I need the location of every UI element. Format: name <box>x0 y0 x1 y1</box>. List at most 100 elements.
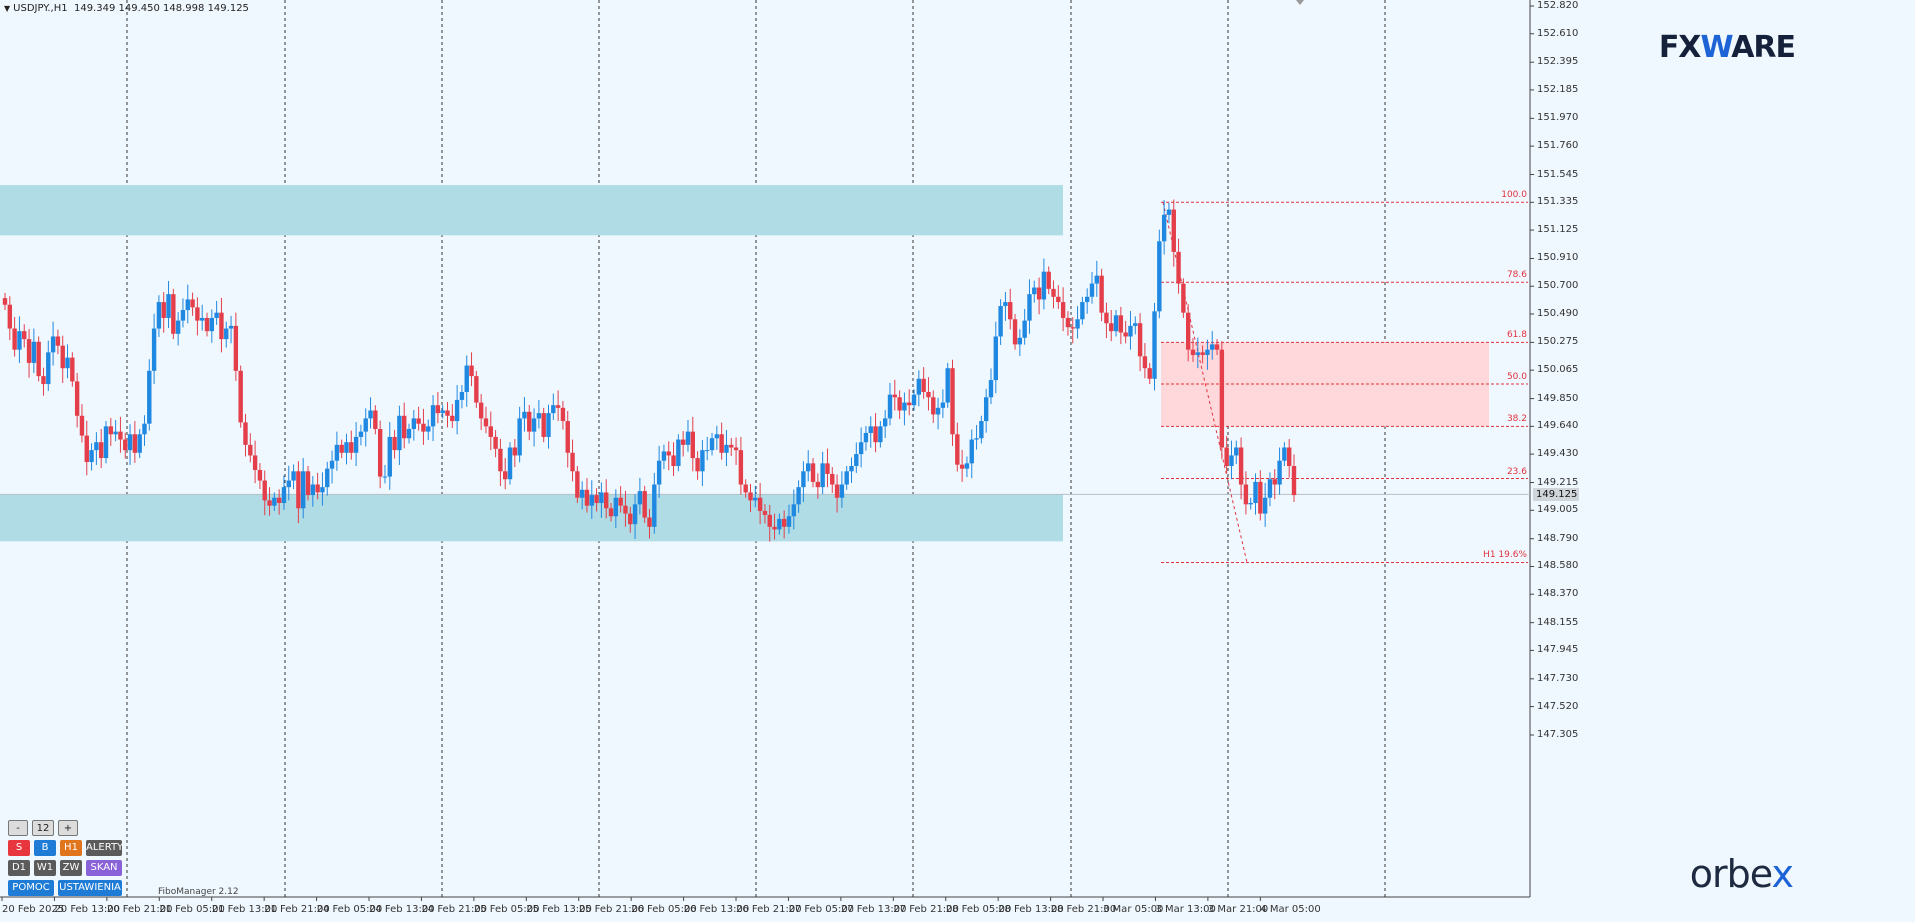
candle-body <box>151 328 157 371</box>
sell-button[interactable]: S <box>8 840 30 856</box>
price-tick-label: 148.580 <box>1537 560 1579 572</box>
candle-body <box>777 518 782 530</box>
candle-body <box>743 484 748 493</box>
price-tick-label: 149.430 <box>1537 448 1579 460</box>
candle-body <box>709 438 715 451</box>
fib-level-label: 50.0 <box>1506 372 1527 383</box>
candle-body <box>830 473 835 485</box>
candle-body <box>79 415 85 436</box>
candle-body <box>108 426 114 435</box>
timeframe-d1-button[interactable]: D1 <box>8 860 30 876</box>
candle-body <box>854 454 859 467</box>
buy-button[interactable]: B <box>34 840 56 856</box>
candle-body <box>1099 275 1104 313</box>
candle-body <box>911 394 917 406</box>
fib-level-label: 38.2 <box>1506 414 1527 425</box>
candle-body <box>983 397 989 422</box>
candle-body <box>680 439 686 445</box>
candle-body <box>969 439 974 464</box>
candle-body <box>705 450 710 452</box>
price-tick-label: 147.520 <box>1537 700 1579 712</box>
candle-body <box>940 402 946 408</box>
candle-body <box>887 394 893 419</box>
candle-body <box>801 471 806 488</box>
candle-body <box>402 415 407 439</box>
candle-body <box>17 331 22 350</box>
candle-body <box>1022 320 1027 338</box>
decrease-button[interactable]: - <box>8 820 28 836</box>
candle-body <box>1272 479 1277 485</box>
candle-body <box>1195 352 1201 355</box>
chart-shift-marker-icon[interactable] <box>1296 0 1304 5</box>
candle-body <box>613 497 619 517</box>
timeframe-h1-button[interactable]: H1 <box>60 840 82 856</box>
candle-body <box>786 516 792 527</box>
candle-body <box>1051 288 1056 297</box>
settings-button[interactable]: USTAWIENIA <box>58 880 122 896</box>
resistance-zone[interactable] <box>0 185 1063 236</box>
candle-body <box>147 370 152 424</box>
candle-body <box>671 455 676 467</box>
candle-body <box>1104 312 1109 324</box>
fib-level-label: 23.6 <box>1506 466 1527 477</box>
candle-body <box>493 436 498 449</box>
price-tick-label: 151.970 <box>1537 112 1579 124</box>
candle-body <box>661 451 667 461</box>
timeframe-w1-button[interactable]: W1 <box>34 860 56 876</box>
candle-body <box>113 431 118 435</box>
candle-body <box>421 423 426 432</box>
help-button[interactable]: POMOC <box>8 880 54 896</box>
scan-button[interactable]: SKAN <box>86 860 122 876</box>
candle-body <box>291 471 296 481</box>
candle-body <box>1046 271 1051 289</box>
candle-body <box>1065 317 1071 328</box>
fibonacci-zone[interactable] <box>1161 342 1489 427</box>
price-tick-label: 152.820 <box>1537 0 1579 11</box>
candle-body <box>12 328 17 350</box>
candle-body <box>281 487 287 504</box>
candle-body <box>753 497 758 501</box>
candle-body <box>729 444 734 448</box>
alerts-button[interactable]: ALERTY <box>86 840 123 856</box>
candle-body <box>897 397 902 411</box>
time-tick-label: 25 Feb 21:00 <box>578 904 645 915</box>
fib-level-label: 61.8 <box>1506 330 1527 341</box>
candle-body <box>1176 251 1181 284</box>
candle-body <box>931 397 936 415</box>
increase-button[interactable]: + <box>58 820 78 836</box>
candle-body <box>243 422 248 445</box>
time-tick-label: 28 Feb 05:00 <box>945 904 1012 915</box>
candle-body <box>1017 337 1023 345</box>
candle-body <box>719 434 724 453</box>
candle-body <box>1229 455 1234 467</box>
time-tick-label: 24 Feb 21:00 <box>421 904 488 915</box>
collapse-triangle-icon[interactable]: ▼ <box>4 4 11 13</box>
support-zone[interactable] <box>0 494 1063 542</box>
candle-body <box>570 452 575 472</box>
candle-body <box>180 310 186 321</box>
candle-body <box>685 431 691 445</box>
time-tick-label: 20 Feb 13:00 <box>54 904 121 915</box>
candle-body <box>565 421 570 453</box>
price-tick-label: 148.155 <box>1537 616 1579 628</box>
candle-body <box>1200 352 1205 355</box>
candle-body <box>825 463 830 474</box>
candle-body <box>935 407 941 415</box>
candle-body <box>1032 287 1037 295</box>
time-tick-label: 24 Feb 05:00 <box>316 904 383 915</box>
count-field[interactable]: 12 <box>32 820 54 836</box>
zw-button[interactable]: ZW <box>60 860 82 876</box>
candle-body <box>921 378 926 392</box>
candle-body <box>161 302 166 318</box>
candle-body <box>368 410 373 419</box>
symbol-header: ▼ USDJPY.,H1 149.349 149.450 148.998 149.… <box>4 3 249 14</box>
candle-body <box>1080 302 1085 320</box>
candle-body <box>858 442 864 455</box>
candle-body <box>1008 302 1013 320</box>
candle-body <box>950 368 955 435</box>
candle-body <box>690 431 695 459</box>
candle-body <box>1190 349 1196 355</box>
candle-body <box>863 432 869 443</box>
candle-body <box>132 434 138 453</box>
